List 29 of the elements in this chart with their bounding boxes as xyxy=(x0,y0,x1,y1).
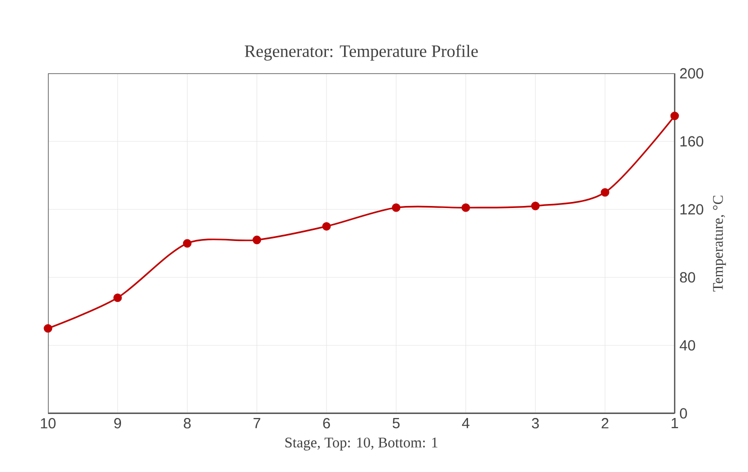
x-tick-label: 8 xyxy=(184,418,191,428)
y-tick-label: 0 xyxy=(680,408,687,419)
point xyxy=(462,203,470,212)
point xyxy=(600,188,610,197)
point xyxy=(392,203,400,212)
point xyxy=(44,324,52,333)
point xyxy=(113,293,122,302)
chart-title: Regenerator: Temperature Profile xyxy=(244,44,478,61)
x-axis-title: Stage, Top: 10, Bottom: 1 xyxy=(285,438,438,450)
x-tick-label: 1 xyxy=(672,418,678,428)
point xyxy=(670,112,679,120)
point xyxy=(252,236,262,244)
y-tick-label: 160 xyxy=(680,136,704,147)
x-tick-label: 3 xyxy=(532,418,539,428)
y-tick-label: 120 xyxy=(680,204,704,215)
y-tick-label: 80 xyxy=(680,272,696,283)
point xyxy=(322,222,331,231)
point xyxy=(531,202,540,210)
x-tick-label: 10 xyxy=(40,418,56,428)
x-tick-label: 9 xyxy=(114,418,122,428)
point xyxy=(182,239,192,248)
y-tick-label: 40 xyxy=(680,340,696,351)
x-tick-label: 6 xyxy=(323,418,330,428)
y-tick-label: 200 xyxy=(680,68,704,79)
x-tick-label: 7 xyxy=(254,418,260,428)
x-tick-label: 5 xyxy=(392,418,400,428)
x-tick-label: 2 xyxy=(602,418,608,428)
y-axis-title: Temperature, °C xyxy=(713,196,726,292)
x-tick-label: 4 xyxy=(462,418,470,428)
